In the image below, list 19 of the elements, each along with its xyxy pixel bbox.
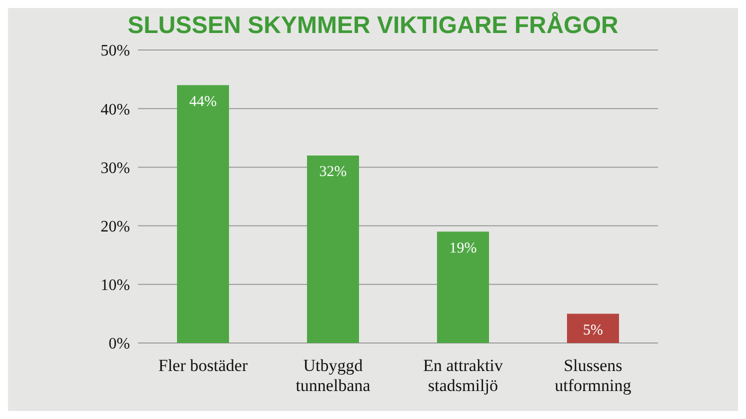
bar: [567, 314, 619, 343]
bar: [307, 155, 359, 343]
y-tick-label: 40%: [100, 101, 130, 118]
bar: [437, 232, 489, 343]
x-tick-label: Fler bostäder: [158, 356, 248, 375]
y-tick-label: 20%: [100, 218, 130, 236]
data-label: 19%: [449, 240, 477, 256]
x-tick-label: Slussens utformning: [554, 356, 632, 395]
y-tick-label: 10%: [100, 277, 130, 294]
data-label: 44%: [189, 94, 217, 110]
y-tick-label: 30%: [100, 160, 130, 177]
x-tick-label: Utbyggd tunnelbana: [296, 356, 371, 395]
x-tick-label: En attraktiv stadsmiljö: [423, 356, 504, 395]
y-tick-label: 0%: [108, 336, 130, 353]
bar: [177, 85, 229, 343]
y-tick-label: 50%: [100, 42, 130, 60]
data-label: 5%: [583, 322, 603, 338]
data-label: 32%: [319, 164, 347, 180]
chart-title: SLUSSEN SKYMMER VIKTIGARE FRÅGOR: [126, 10, 620, 41]
